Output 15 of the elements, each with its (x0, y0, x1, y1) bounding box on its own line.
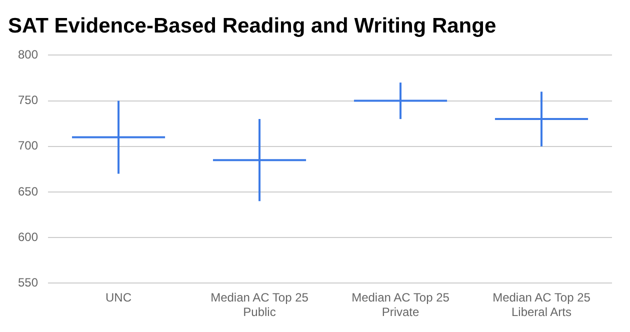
y-tick-label: 550 (18, 276, 38, 290)
chart-title: SAT Evidence-Based Reading and Writing Range (8, 14, 496, 38)
candlestick (494, 90, 588, 148)
candlestick (72, 100, 166, 175)
x-tick-label: Median AC Top 25 Liberal Arts (492, 290, 591, 320)
y-tick-label: 750 (18, 93, 38, 108)
x-tick-label: UNC (106, 290, 132, 305)
y-tick-label: 600 (18, 230, 38, 244)
y-tick-label: 650 (18, 184, 38, 198)
x-tick-label: Median AC Top 25 Private (352, 290, 450, 320)
y-tick-label: 700 (18, 138, 38, 153)
candlestick (354, 82, 448, 120)
candlestick (212, 118, 306, 202)
x-tick-label: Median AC Top 25 Public (210, 290, 309, 320)
y-tick-label: 800 (18, 48, 38, 62)
